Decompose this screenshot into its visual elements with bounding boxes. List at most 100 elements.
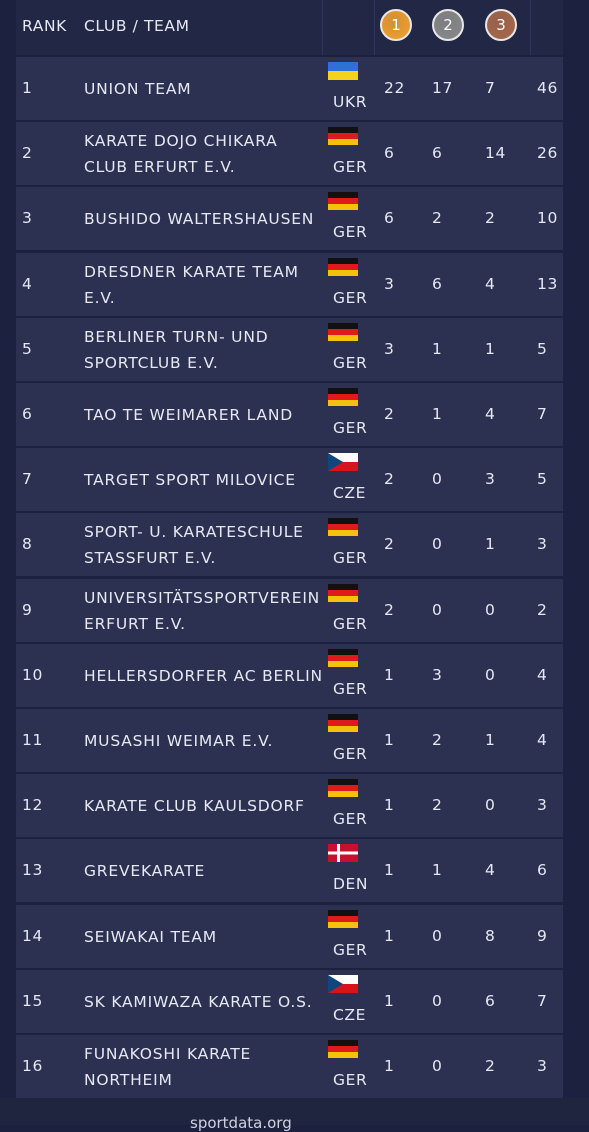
flag <box>328 257 358 276</box>
club-line: BERLINER TURN- UND <box>84 327 269 346</box>
club-name: MUSASHI WEIMAR E.V. <box>84 728 273 754</box>
total-count: 46 <box>537 79 558 97</box>
gold-count: 3 <box>384 339 395 358</box>
country-code: GER <box>333 549 368 568</box>
table-row: 10 HELLERSDORFER AC BERLIN GER 1 3 0 4 <box>16 643 563 707</box>
flag <box>328 779 358 798</box>
country-code: UKR <box>333 93 368 111</box>
country-code: GER <box>333 614 368 633</box>
country-code: GER <box>333 223 368 242</box>
rank: 10 <box>22 665 43 684</box>
total-count: 3 <box>537 535 548 554</box>
flag <box>328 844 358 863</box>
club-line: TAO TE WEIMARER LAND <box>84 406 293 424</box>
flag <box>328 583 358 602</box>
club-line: HELLERSDORFER AC BERLIN <box>84 666 323 685</box>
flag <box>328 127 358 146</box>
club-line: DRESDNER KARATE TEAM <box>84 262 299 281</box>
bronze-count: 3 <box>485 470 496 489</box>
gold-count: 22 <box>384 79 405 97</box>
bronze-count: 1 <box>485 339 496 358</box>
silver-count: 1 <box>432 405 443 423</box>
footer: sportdata.org <box>0 1098 589 1132</box>
club-line: SPORTCLUB E.V. <box>84 353 219 372</box>
gold-count: 1 <box>384 926 395 945</box>
club-name: BERLINER TURN- UND SPORTCLUB E.V. <box>84 324 268 376</box>
table-row: 15 SK KAMIWAZA KARATE O.S. CZE 1 0 6 7 <box>16 969 563 1033</box>
total-count: 5 <box>537 339 548 358</box>
bronze-count: 0 <box>485 600 496 619</box>
footer-link: sportdata.org <box>190 1114 292 1132</box>
club-line: CLUB ERFURT E.V. <box>84 158 236 177</box>
flag <box>328 1040 358 1058</box>
silver-count: 0 <box>432 535 443 554</box>
club-name: SK KAMIWAZA KARATE O.S. <box>84 989 313 1015</box>
bronze-count: 4 <box>485 861 496 880</box>
country-code: GER <box>333 679 368 698</box>
club-name: FUNAKOSHI KARATE NORTHEIM <box>84 1041 251 1093</box>
flag <box>328 974 358 993</box>
silver-count: 1 <box>432 861 443 880</box>
bronze-count: 2 <box>485 1057 496 1075</box>
club-line: SPORT- U. KARATESCHULE <box>84 523 304 542</box>
silver-count: 0 <box>432 600 443 619</box>
gold-count: 3 <box>384 274 395 293</box>
bronze-count: 14 <box>485 144 506 163</box>
gold-count: 2 <box>384 600 395 619</box>
rank: 12 <box>22 796 43 815</box>
bronze-count: 2 <box>485 209 496 228</box>
club-name: KARATE CLUB KAULSDORF <box>84 793 305 819</box>
silver-count: 6 <box>432 144 443 163</box>
bronze-count: 8 <box>485 926 496 945</box>
rank: 3 <box>22 209 33 228</box>
gold-count: 1 <box>384 1057 395 1075</box>
silver-count: 17 <box>432 79 453 97</box>
total-count: 10 <box>537 209 558 228</box>
table-row: 14 SEIWAKAI TEAM GER 1 0 8 9 <box>16 904 563 968</box>
club-name: DRESDNER KARATE TEAM E.V. <box>84 259 299 311</box>
rank: 15 <box>22 991 43 1010</box>
club-line: KARATE CLUB KAULSDORF <box>84 797 305 816</box>
club-name: TAO TE WEIMARER LAND <box>84 402 293 428</box>
club-line: GREVEKARATE <box>84 862 206 881</box>
total-count: 4 <box>537 665 548 684</box>
rank: 14 <box>22 926 43 945</box>
country-code: GER <box>333 158 368 177</box>
medal-icon: 1 <box>380 9 412 41</box>
divider <box>530 0 531 55</box>
table-row: 13 GREVEKARATE DEN 1 1 4 6 <box>16 839 563 903</box>
club-name: KARATE DOJO CHIKARA CLUB ERFURT E.V. <box>84 128 278 180</box>
gold-count: 2 <box>384 535 395 554</box>
club-line: E.V. <box>84 288 116 307</box>
rank: 8 <box>22 535 33 554</box>
total-count: 3 <box>537 796 548 815</box>
total-count: 3 <box>537 1057 548 1075</box>
bronze-count: 6 <box>485 991 496 1010</box>
silver-count: 0 <box>432 470 443 489</box>
gold-count: 2 <box>384 405 395 423</box>
divider <box>322 0 323 55</box>
club-line: UNION TEAM <box>84 80 192 98</box>
club-line: KARATE DOJO CHIKARA <box>84 132 278 151</box>
rank: 2 <box>22 144 33 163</box>
flag <box>328 62 358 80</box>
country-code: GER <box>333 940 368 959</box>
silver-count: 0 <box>432 1057 443 1075</box>
club-name: BUSHIDO WALTERSHAUSEN <box>84 206 314 232</box>
flag <box>328 909 358 928</box>
flag <box>328 714 358 732</box>
club-line: ERFURT E.V. <box>84 614 186 633</box>
country-code: GER <box>333 419 368 437</box>
bronze-count: 4 <box>485 274 496 293</box>
rank: 9 <box>22 600 33 619</box>
club-name: SEIWAKAI TEAM <box>84 924 217 950</box>
country-code: GER <box>333 1071 368 1089</box>
total-count: 9 <box>537 926 548 945</box>
rank: 11 <box>22 731 43 749</box>
table-row: 6 TAO TE WEIMARER LAND GER 2 1 4 7 <box>16 383 563 446</box>
country-code: GER <box>333 745 368 763</box>
rank: 7 <box>22 470 33 489</box>
gold-count: 1 <box>384 731 395 749</box>
medal-icon: 3 <box>485 9 517 41</box>
